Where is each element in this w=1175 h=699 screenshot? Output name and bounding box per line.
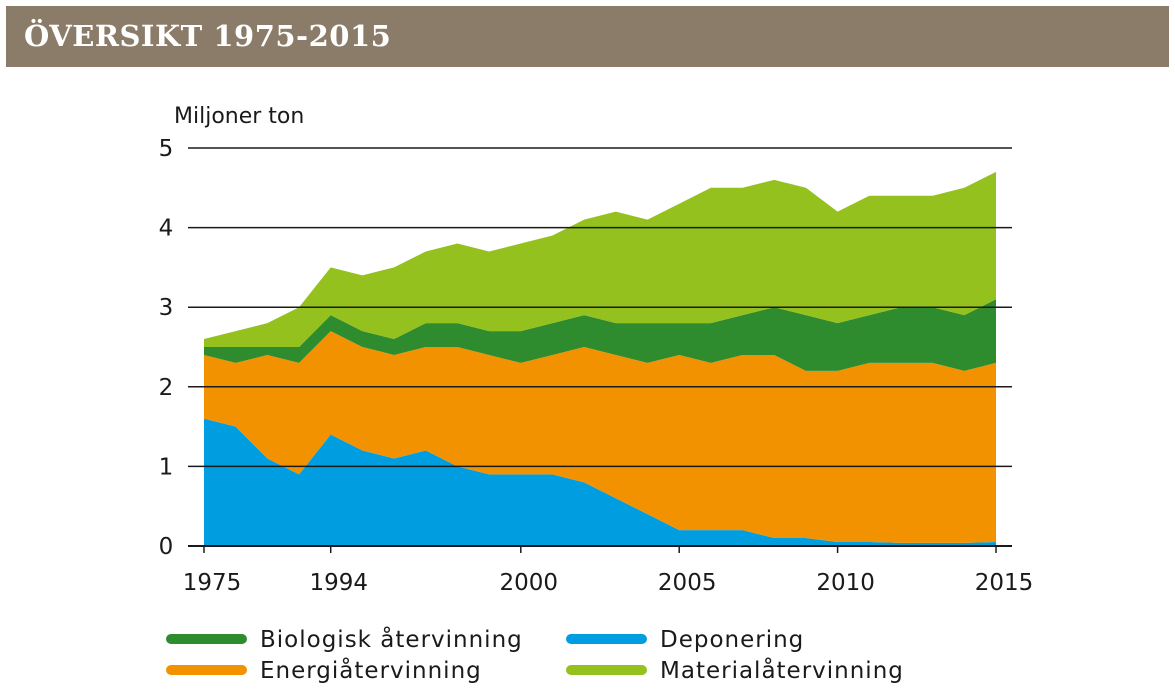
y-tick-label: 3 <box>159 295 174 321</box>
legend-label: Biologisk återvinning <box>260 625 523 653</box>
area-biologisk-tervinning <box>204 299 996 371</box>
x-tick-label: 2010 <box>816 570 875 596</box>
page-title: ÖVERSIKT 1975-2015 <box>24 19 392 53</box>
area-series-group <box>204 171 996 546</box>
y-tick-label: 2 <box>159 375 174 401</box>
area-deponering <box>204 418 996 546</box>
area-energi-tervinning <box>204 331 996 543</box>
x-tick-label: 1975 <box>183 570 242 596</box>
gridlines <box>188 147 1012 468</box>
legend: Biologisk återvinning Deponering Energiåte… <box>166 625 904 684</box>
axes: 0 1 2 3 4 5 1975 1994 2000 2005 2010 2015 Miljoner t… <box>159 104 1034 596</box>
y-tick-label: 0 <box>159 534 174 560</box>
y-tick-label: 1 <box>159 454 174 480</box>
x-tick-label: 2005 <box>658 570 717 596</box>
x-tick-label: 1994 <box>309 570 368 596</box>
area-material-tervinning <box>204 171 996 347</box>
y-axis-label: Miljoner ton <box>174 104 304 129</box>
y-tick-label: 5 <box>159 136 174 162</box>
legend-label: Materialåtervinning <box>660 656 904 684</box>
y-tick-label: 4 <box>159 216 174 242</box>
title-bar: ÖVERSIKT 1975-2015 <box>6 6 1169 67</box>
x-tick-label: 2015 <box>975 570 1034 596</box>
legend-label: Energiåtervinning <box>260 656 482 684</box>
x-tick-label: 2000 <box>500 570 559 596</box>
legend-label: Deponering <box>660 627 804 653</box>
